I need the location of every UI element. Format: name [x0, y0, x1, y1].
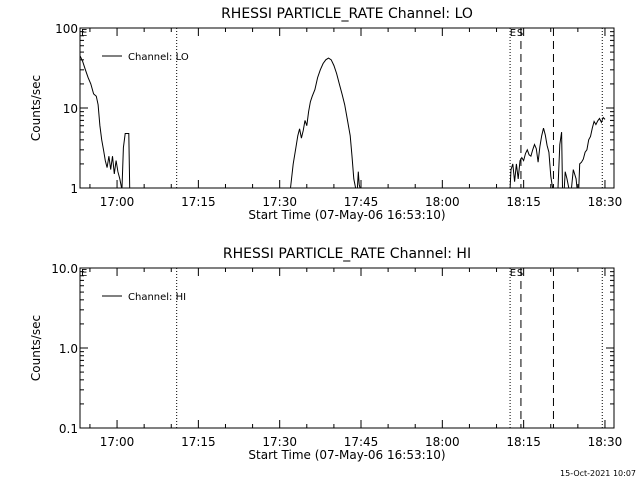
x-tick-label: 17:30 [262, 435, 297, 449]
series-line-segment [79, 55, 123, 189]
series-line-segment [356, 171, 361, 189]
marker-e-label: E [510, 28, 516, 39]
x-axis-label: Start Time (07-May-06 16:53:10) [248, 208, 445, 222]
series-line-segment [578, 116, 606, 189]
marker-e-left-label: E [81, 28, 87, 39]
x-tick-label: 17:00 [100, 435, 135, 449]
marker-e-label: E [510, 268, 516, 279]
x-tick-label: 18:00 [425, 195, 460, 209]
series-line-segment [557, 132, 563, 189]
chart-panel-lo: RHESSI PARTICLE_RATE Channel: LO 17:00 17:… [29, 6, 622, 222]
y-tick-label: 10 [63, 102, 78, 116]
y-tick-label: 0.1 [59, 422, 78, 436]
y-axis-label: Counts/sec [29, 75, 43, 141]
x-tick-label: 17:45 [344, 195, 379, 209]
x-tick-label: 17:15 [181, 195, 216, 209]
marker-s-label: S [517, 28, 523, 39]
y-tick-label: 1 [70, 182, 78, 196]
x-tick-label: 18:30 [588, 195, 623, 209]
series-line-segment [563, 171, 570, 189]
legend-entry: Channel: HI [128, 292, 186, 303]
series-line-segment [571, 169, 578, 189]
series-line-segment [290, 57, 357, 189]
marker-s-label: S [517, 268, 523, 279]
y-axis-label: Counts/sec [29, 315, 43, 381]
chart-title: RHESSI PARTICLE_RATE Channel: LO [221, 6, 473, 22]
marker-e-left-label: E [81, 268, 87, 279]
x-tick-label: 17:00 [100, 195, 135, 209]
chart-panel-hi: RHESSI PARTICLE_RATE Channel: HI 17:00 17:… [29, 246, 622, 462]
x-tick-label: 18:15 [506, 435, 541, 449]
chart-title: RHESSI PARTICLE_RATE Channel: HI [223, 246, 471, 262]
y-tick-label: 10.0 [51, 262, 78, 276]
x-tick-label: 18:00 [425, 435, 460, 449]
x-tick-label: 17:15 [181, 435, 216, 449]
x-tick-label: 18:30 [588, 435, 623, 449]
y-tick-label: 100 [55, 22, 78, 36]
x-tick-label: 18:15 [506, 195, 541, 209]
series-line-segment [121, 133, 131, 189]
footer-timestamp: 15-Oct-2021 10:07 [560, 469, 636, 478]
x-tick-label: 17:30 [262, 195, 297, 209]
series-line-segment [509, 127, 554, 189]
x-tick-label: 17:45 [344, 435, 379, 449]
legend-entry: Channel: LO [128, 52, 189, 63]
x-axis-label: Start Time (07-May-06 16:53:10) [248, 448, 445, 462]
y-tick-label: 1.0 [59, 342, 78, 356]
